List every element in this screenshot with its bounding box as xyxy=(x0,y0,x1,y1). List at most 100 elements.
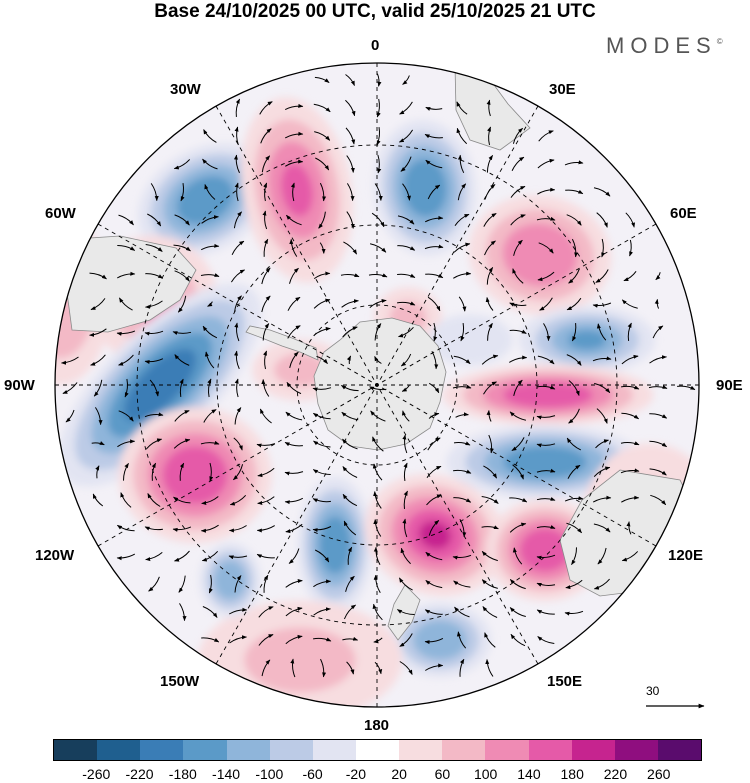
wind-vector xyxy=(402,75,410,85)
wind-vector xyxy=(513,379,523,397)
wind-vector xyxy=(484,632,496,648)
colorbar-swatch xyxy=(571,740,615,760)
wind-vector xyxy=(453,497,472,503)
wind-vector xyxy=(284,497,304,505)
wind-vector xyxy=(147,213,162,227)
wind-vector xyxy=(346,155,355,173)
wind-vector xyxy=(146,438,163,450)
wind-vector xyxy=(456,631,467,649)
wind-vector xyxy=(677,385,696,391)
wind-vector xyxy=(454,606,470,618)
wind-vector xyxy=(424,244,444,250)
wind-vector xyxy=(376,73,382,87)
wind-vector xyxy=(536,415,556,420)
wind-vector xyxy=(118,297,133,311)
wind-vector xyxy=(233,154,240,174)
wind-vector xyxy=(287,325,301,339)
wind-vector xyxy=(457,183,467,201)
wind-vector xyxy=(509,329,527,334)
wind-vector xyxy=(536,525,556,529)
wind-vector xyxy=(427,184,441,200)
wind-vector xyxy=(510,185,526,198)
wind-vector xyxy=(145,244,163,252)
wind-vector xyxy=(593,187,611,197)
wind-vector xyxy=(536,216,556,221)
wind-vector xyxy=(564,610,584,616)
colorbar-tick-label: -220 xyxy=(125,766,154,782)
wind-vector xyxy=(453,441,471,446)
colorbar-swatch xyxy=(614,740,658,760)
wind-vector xyxy=(369,243,387,253)
wind-vector xyxy=(488,434,494,454)
wind-vector xyxy=(118,214,134,226)
wind-vector xyxy=(118,410,134,422)
wind-vector xyxy=(424,609,443,615)
positive-anomaly xyxy=(244,627,356,693)
wind-vector xyxy=(174,214,190,226)
wind-vector xyxy=(289,267,299,284)
wind-vector xyxy=(209,462,214,482)
negative-anomaly xyxy=(567,330,607,350)
lon-label-90w: 90W xyxy=(4,377,35,394)
colorbar-swatch xyxy=(528,740,572,760)
wind-vector xyxy=(343,604,357,620)
wind-vector xyxy=(459,658,465,677)
wind-vector xyxy=(427,437,441,451)
wind-vector xyxy=(261,155,271,173)
wind-vector xyxy=(340,384,359,392)
wind-vector xyxy=(261,267,271,285)
wind-vector xyxy=(263,238,269,257)
wind-vector xyxy=(567,464,581,479)
wind-vector xyxy=(144,358,164,364)
wind-vector xyxy=(204,351,215,369)
colorbar-swatch xyxy=(140,740,184,760)
wind-vector xyxy=(537,355,555,365)
wind-vector xyxy=(454,213,470,226)
wind-vector xyxy=(201,496,219,506)
wind-vector xyxy=(369,298,387,308)
wind-vector xyxy=(593,523,611,533)
wind-vector xyxy=(428,520,440,536)
wind-vector xyxy=(484,240,496,256)
wind-vector xyxy=(341,299,359,308)
wind-vector xyxy=(428,382,440,394)
wind-vector xyxy=(485,297,494,311)
wind-vector xyxy=(543,323,551,342)
wind-vector xyxy=(148,576,160,592)
wind-vector xyxy=(346,661,355,675)
wind-vector xyxy=(234,350,240,370)
lon-label-150e: 150E xyxy=(547,673,583,690)
wind-vector xyxy=(116,553,136,561)
wind-vector xyxy=(509,411,526,421)
wind-vector xyxy=(486,266,494,285)
wind-vector xyxy=(285,159,304,167)
brand-text: MODES xyxy=(606,33,717,58)
wind-vector xyxy=(396,609,415,616)
wind-vector xyxy=(512,268,524,284)
positive-anomaly xyxy=(523,387,573,403)
wind-vector xyxy=(397,215,415,225)
wind-vector xyxy=(345,99,356,117)
wind-vector xyxy=(233,437,243,451)
wind-vector xyxy=(538,242,554,254)
wind-vector xyxy=(89,272,107,280)
wind-vector xyxy=(510,633,526,647)
wind-vector xyxy=(486,99,491,117)
colorbar-swatch xyxy=(485,740,529,760)
wind-vector xyxy=(234,407,242,425)
wind-vector xyxy=(150,183,159,202)
wind-vector xyxy=(147,493,161,507)
wind-vector xyxy=(284,471,304,476)
wind-vector xyxy=(285,523,303,534)
positive-anomaly xyxy=(531,538,559,562)
wind-vector xyxy=(371,212,385,228)
lon-label-60w: 60W xyxy=(45,205,76,222)
wind-vector xyxy=(595,439,609,449)
wind-vector xyxy=(92,493,104,507)
wind-vector xyxy=(650,494,667,506)
wind-vector xyxy=(342,438,358,450)
wind-vector xyxy=(425,551,443,561)
wind-vector xyxy=(455,412,469,418)
lon-label-120w: 120W xyxy=(35,547,75,564)
wind-vector xyxy=(207,301,213,307)
